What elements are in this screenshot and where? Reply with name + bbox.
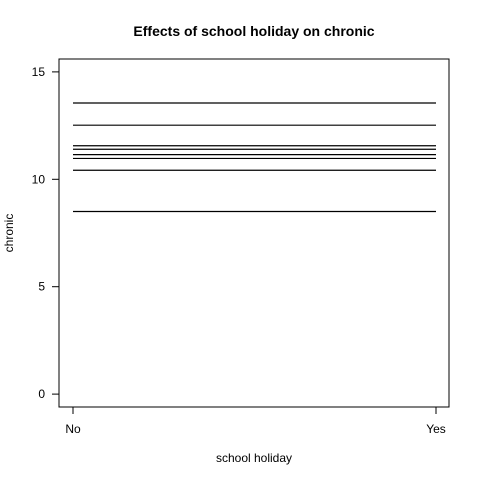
y-axis: 0 5 10 15 <box>32 65 59 401</box>
x-tick-label-1: Yes <box>426 422 446 436</box>
plot-frame <box>58 58 450 408</box>
x-tick-label-0: No <box>65 422 81 436</box>
y-tick-label-1: 5 <box>38 280 45 294</box>
x-axis-label: school holiday <box>216 451 292 465</box>
y-axis-label: chronic <box>2 214 16 253</box>
y-tick-label-2: 10 <box>32 172 46 186</box>
y-tick-label-0: 0 <box>38 387 45 401</box>
y-tick-label-3: 15 <box>32 65 46 79</box>
chart-title: Effects of school holiday on chronic <box>133 23 374 39</box>
x-axis: No Yes <box>65 407 446 436</box>
series-layer <box>73 102 436 213</box>
